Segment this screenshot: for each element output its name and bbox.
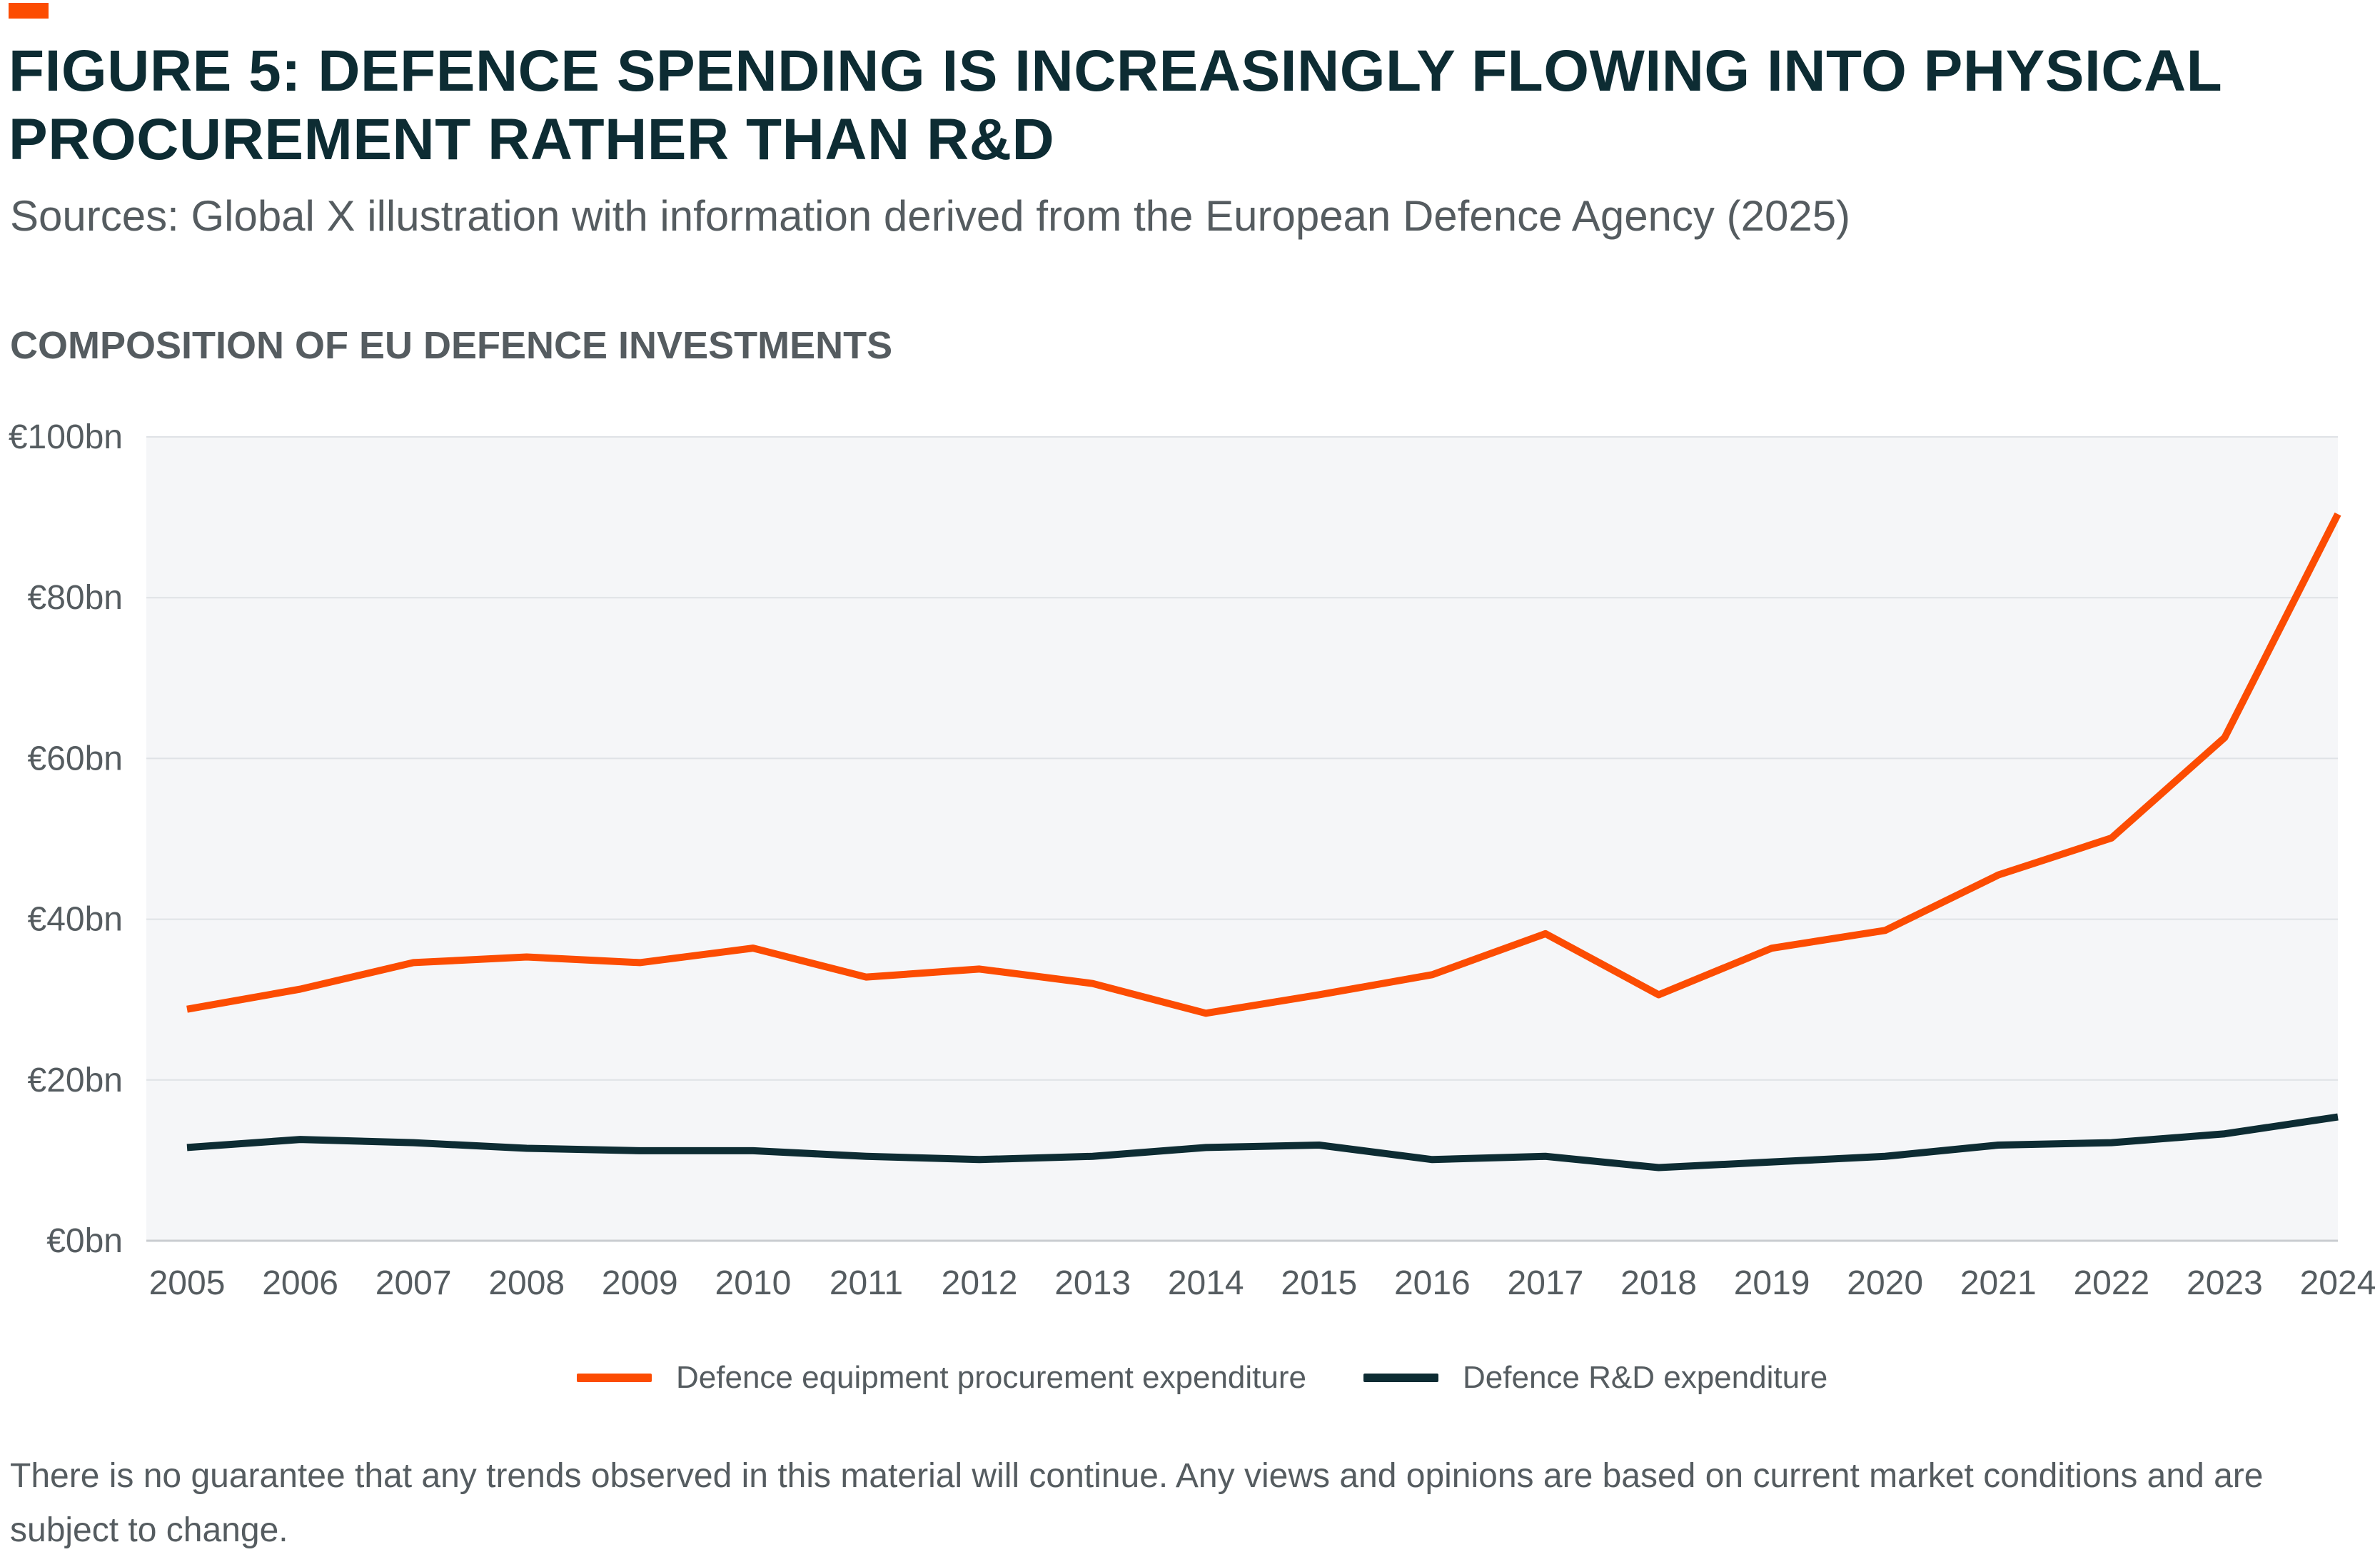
x-tick-label: 2010 bbox=[715, 1264, 792, 1302]
legend-label-rd: Defence R&D expenditure bbox=[1463, 1360, 1828, 1395]
figure-title: FIGURE 5: DEFENCE SPENDING IS INCREASING… bbox=[9, 39, 2222, 172]
y-tick-label: €20bn bbox=[28, 1062, 123, 1099]
x-tick-label: 2011 bbox=[830, 1264, 903, 1302]
series-line-rd bbox=[186, 1113, 2339, 1172]
chart-heading: COMPOSITION OF EU DEFENCE INVESTMENTS bbox=[10, 324, 893, 367]
x-tick-label: 2017 bbox=[1508, 1264, 1584, 1302]
y-tick-label: €60bn bbox=[28, 740, 123, 777]
x-tick-label: 2008 bbox=[488, 1264, 565, 1302]
disclaimer-footnote: There is no guarantee that any trends ob… bbox=[10, 1457, 2264, 1549]
series-line-procurement bbox=[186, 512, 2341, 1017]
series-lines bbox=[186, 512, 2341, 1172]
x-tick-label: 2022 bbox=[2073, 1264, 2149, 1302]
y-tick-label: €0bn bbox=[46, 1222, 123, 1260]
y-tick-label: €80bn bbox=[28, 579, 123, 617]
line-chart: €0bn€20bn€40bn€60bn€80bn€100bn 2005 2006 2… bbox=[9, 418, 2376, 1302]
y-tick-label: €40bn bbox=[28, 901, 123, 939]
accent-bar bbox=[9, 3, 49, 19]
legend-swatch-procurement bbox=[577, 1374, 652, 1382]
legend-item-rd: Defence R&D expenditure bbox=[1363, 1356, 1827, 1399]
x-tick-label: 2020 bbox=[1847, 1264, 1923, 1302]
plot-background bbox=[146, 437, 2338, 1241]
x-tick-label: 2015 bbox=[1281, 1264, 1357, 1302]
x-tick-label: 2019 bbox=[1734, 1264, 1810, 1302]
x-tick-label: 2018 bbox=[1620, 1264, 1697, 1302]
legend-swatch-rd bbox=[1363, 1374, 1438, 1382]
y-axis-ticks: €0bn €20bn €40bn €60bn €80bn €100bn bbox=[9, 418, 123, 1260]
x-tick-label: 2013 bbox=[1054, 1264, 1131, 1302]
figure-subtitle: Sources: Global X illustration with info… bbox=[10, 192, 1851, 240]
legend-label-procurement: Defence equipment procurement expenditur… bbox=[676, 1360, 1306, 1395]
x-tick-label: 2014 bbox=[1168, 1264, 1244, 1302]
x-tick-label: 2006 bbox=[262, 1264, 338, 1302]
x-tick-label: 2016 bbox=[1394, 1264, 1471, 1302]
y-tick-label: €100bn bbox=[9, 418, 123, 456]
gridlines bbox=[146, 436, 2338, 1242]
x-tick-label: 2005 bbox=[149, 1264, 226, 1302]
x-tick-label: 2012 bbox=[942, 1264, 1018, 1302]
x-tick-label: 2024 bbox=[2300, 1264, 2376, 1302]
legend-item-procurement: Defence equipment procurement expenditur… bbox=[577, 1356, 1306, 1399]
x-tick-label: 2023 bbox=[2187, 1264, 2263, 1302]
x-axis-ticks: 2005 2006 2007 2008 2009 2010 2011 2012 2013 2014… bbox=[149, 1264, 2376, 1302]
x-tick-label: 2021 bbox=[1960, 1264, 2037, 1302]
x-tick-label: 2007 bbox=[375, 1264, 452, 1302]
x-tick-label: 2009 bbox=[602, 1264, 678, 1302]
